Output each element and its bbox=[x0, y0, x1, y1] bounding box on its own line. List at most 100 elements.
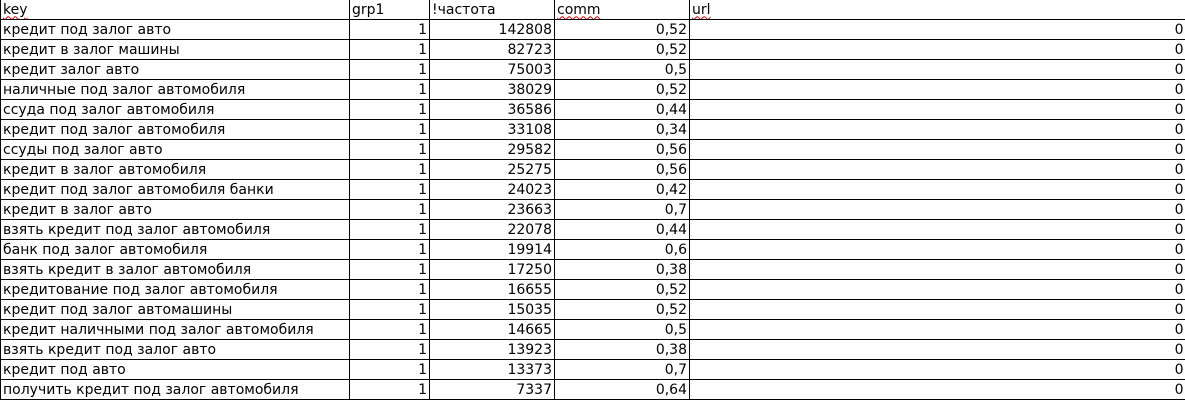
cell-chastota[interactable]: 7337 bbox=[429, 379, 555, 400]
cell-url[interactable]: 0 bbox=[689, 159, 1185, 180]
cell-grp1[interactable]: 1 bbox=[349, 19, 430, 40]
cell-url[interactable]: 0 bbox=[689, 199, 1185, 220]
cell-grp1[interactable]: 1 bbox=[349, 119, 430, 140]
cell-comm[interactable]: 0,42 bbox=[554, 179, 690, 200]
cell-url[interactable]: 0 bbox=[689, 379, 1185, 400]
cell-grp1[interactable]: 1 bbox=[349, 179, 430, 200]
cell-key[interactable]: взять кредит под залог автомобиля bbox=[0, 219, 350, 240]
cell-grp1[interactable]: 1 bbox=[349, 39, 430, 60]
cell-grp1[interactable]: 1 bbox=[349, 79, 430, 100]
cell-url[interactable]: 0 bbox=[689, 59, 1185, 80]
cell-chastota[interactable]: 16655 bbox=[429, 279, 555, 300]
cell-key[interactable]: кредит в залог авто bbox=[0, 199, 350, 220]
cell-key[interactable]: наличные под залог автомобиля bbox=[0, 79, 350, 100]
cell-key[interactable]: кредит под залог авто bbox=[0, 19, 350, 40]
cell-chastota[interactable]: 14665 bbox=[429, 319, 555, 340]
cell-chastota[interactable]: 13923 bbox=[429, 339, 555, 360]
column-header-chastota[interactable]: !частота bbox=[429, 0, 555, 20]
cell-chastota[interactable]: 17250 bbox=[429, 259, 555, 280]
cell-chastota[interactable]: 33108 bbox=[429, 119, 555, 140]
cell-comm[interactable]: 0,64 bbox=[554, 379, 690, 400]
cell-key[interactable]: кредит под авто bbox=[0, 359, 350, 380]
cell-comm[interactable]: 0,38 bbox=[554, 259, 690, 280]
cell-grp1[interactable]: 1 bbox=[349, 259, 430, 280]
cell-url[interactable]: 0 bbox=[689, 359, 1185, 380]
cell-comm[interactable]: 0,44 bbox=[554, 99, 690, 120]
cell-key[interactable]: кредит под залог автомобиля bbox=[0, 119, 350, 140]
cell-comm[interactable]: 0,38 bbox=[554, 339, 690, 360]
cell-chastota[interactable]: 36586 bbox=[429, 99, 555, 120]
cell-chastota[interactable]: 142808 bbox=[429, 19, 555, 40]
cell-comm[interactable]: 0,7 bbox=[554, 359, 690, 380]
cell-url[interactable]: 0 bbox=[689, 319, 1185, 340]
cell-url[interactable]: 0 bbox=[689, 39, 1185, 60]
cell-comm[interactable]: 0,56 bbox=[554, 139, 690, 160]
cell-grp1[interactable]: 1 bbox=[349, 339, 430, 360]
cell-comm[interactable]: 0,34 bbox=[554, 119, 690, 140]
cell-url[interactable]: 0 bbox=[689, 119, 1185, 140]
cell-chastota[interactable]: 22078 bbox=[429, 219, 555, 240]
cell-key[interactable]: получить кредит под залог автомобиля bbox=[0, 379, 350, 400]
cell-url[interactable]: 0 bbox=[689, 219, 1185, 240]
cell-url[interactable]: 0 bbox=[689, 239, 1185, 260]
cell-url[interactable]: 0 bbox=[689, 299, 1185, 320]
cell-grp1[interactable]: 1 bbox=[349, 199, 430, 220]
cell-comm[interactable]: 0,52 bbox=[554, 19, 690, 40]
cell-grp1[interactable]: 1 bbox=[349, 219, 430, 240]
cell-chastota[interactable]: 15035 bbox=[429, 299, 555, 320]
cell-key[interactable]: взять кредит в залог автомобиля bbox=[0, 259, 350, 280]
cell-url[interactable]: 0 bbox=[689, 279, 1185, 300]
cell-chastota[interactable]: 82723 bbox=[429, 39, 555, 60]
cell-url[interactable]: 0 bbox=[689, 79, 1185, 100]
cell-url[interactable]: 0 bbox=[689, 339, 1185, 360]
cell-comm[interactable]: 0,44 bbox=[554, 219, 690, 240]
column-header-url[interactable]: url bbox=[689, 0, 1185, 20]
cell-comm[interactable]: 0,52 bbox=[554, 79, 690, 100]
cell-key[interactable]: кредитование под залог автомобиля bbox=[0, 279, 350, 300]
cell-comm[interactable]: 0,52 bbox=[554, 279, 690, 300]
cell-grp1[interactable]: 1 bbox=[349, 319, 430, 340]
column-header-grp1[interactable]: grp1 bbox=[349, 0, 430, 20]
cell-key[interactable]: ссуда под залог автомобиля bbox=[0, 99, 350, 120]
cell-key[interactable]: ссуды под залог авто bbox=[0, 139, 350, 160]
cell-comm[interactable]: 0,56 bbox=[554, 159, 690, 180]
cell-grp1[interactable]: 1 bbox=[349, 99, 430, 120]
cell-url[interactable]: 0 bbox=[689, 19, 1185, 40]
cell-comm[interactable]: 0,52 bbox=[554, 299, 690, 320]
cell-grp1[interactable]: 1 bbox=[349, 159, 430, 180]
cell-chastota[interactable]: 25275 bbox=[429, 159, 555, 180]
cell-key[interactable]: кредит в залог автомобиля bbox=[0, 159, 350, 180]
cell-grp1[interactable]: 1 bbox=[349, 359, 430, 380]
cell-grp1[interactable]: 1 bbox=[349, 299, 430, 320]
cell-key[interactable]: кредит залог авто bbox=[0, 59, 350, 80]
cell-comm[interactable]: 0,6 bbox=[554, 239, 690, 260]
cell-grp1[interactable]: 1 bbox=[349, 139, 430, 160]
cell-chastota[interactable]: 13373 bbox=[429, 359, 555, 380]
cell-chastota[interactable]: 23663 bbox=[429, 199, 555, 220]
cell-key[interactable]: кредит под залог автомашины bbox=[0, 299, 350, 320]
cell-chastota[interactable]: 24023 bbox=[429, 179, 555, 200]
cell-key[interactable]: кредит под залог автомобиля банки bbox=[0, 179, 350, 200]
cell-url[interactable]: 0 bbox=[689, 139, 1185, 160]
cell-key[interactable]: банк под залог автомобиля bbox=[0, 239, 350, 260]
cell-url[interactable]: 0 bbox=[689, 179, 1185, 200]
cell-comm[interactable]: 0,5 bbox=[554, 59, 690, 80]
cell-chastota[interactable]: 19914 bbox=[429, 239, 555, 260]
cell-chastota[interactable]: 29582 bbox=[429, 139, 555, 160]
cell-grp1[interactable]: 1 bbox=[349, 279, 430, 300]
cell-key[interactable]: взять кредит под залог авто bbox=[0, 339, 350, 360]
cell-chastota[interactable]: 75003 bbox=[429, 59, 555, 80]
cell-grp1[interactable]: 1 bbox=[349, 379, 430, 400]
cell-url[interactable]: 0 bbox=[689, 99, 1185, 120]
column-header-comm[interactable]: comm bbox=[554, 0, 690, 20]
cell-grp1[interactable]: 1 bbox=[349, 239, 430, 260]
cell-grp1[interactable]: 1 bbox=[349, 59, 430, 80]
cell-chastota[interactable]: 38029 bbox=[429, 79, 555, 100]
cell-comm[interactable]: 0,7 bbox=[554, 199, 690, 220]
cell-key[interactable]: кредит наличными под залог автомобиля bbox=[0, 319, 350, 340]
cell-comm[interactable]: 0,5 bbox=[554, 319, 690, 340]
cell-key[interactable]: кредит в залог машины bbox=[0, 39, 350, 60]
column-header-key[interactable]: key bbox=[0, 0, 350, 20]
cell-comm[interactable]: 0,52 bbox=[554, 39, 690, 60]
cell-url[interactable]: 0 bbox=[689, 259, 1185, 280]
